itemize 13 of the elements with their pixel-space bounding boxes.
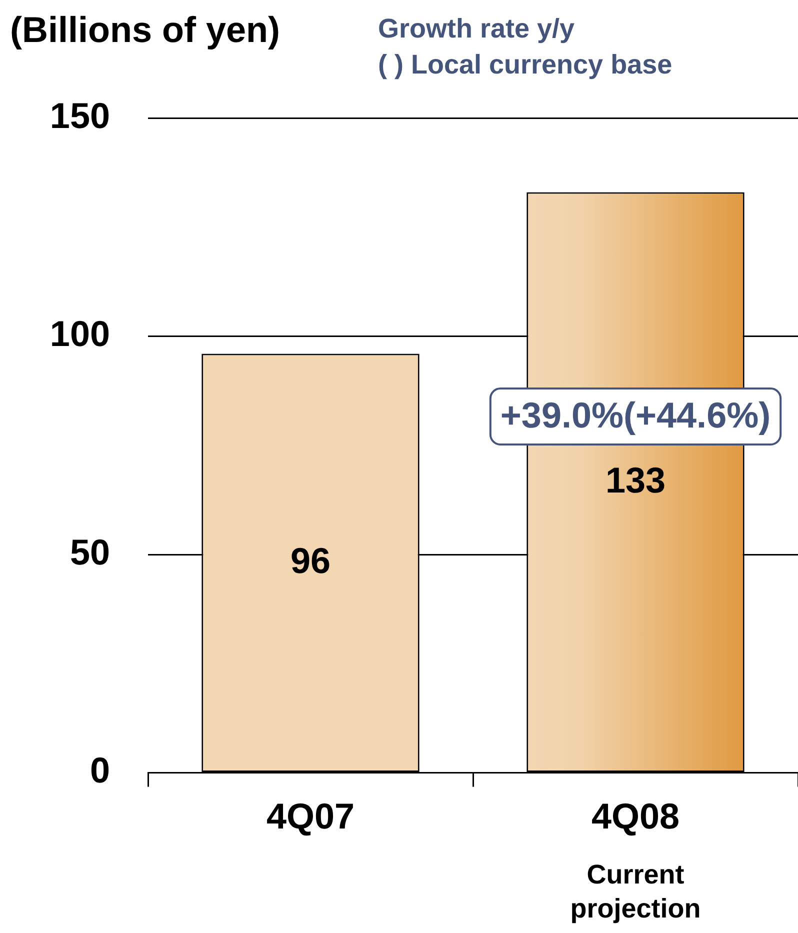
x-tick-label: 4Q07 [266, 795, 355, 836]
data-label: 133 [605, 459, 666, 500]
y-tick-label: 100 [50, 313, 110, 354]
x-tick-label: 4Q08 [591, 795, 680, 836]
text: Current projection [570, 859, 701, 924]
data-label: 96 [290, 540, 331, 582]
text: Growth rate y/y [378, 13, 575, 44]
y-axis-title: (Billions of yen) [10, 8, 280, 50]
y-tick-label: 0 [90, 750, 110, 791]
y-tick-label: 150 [50, 94, 110, 136]
text: ( ) Local currency base [378, 49, 672, 80]
annotation: +39.0%(+44.6%) [500, 394, 771, 436]
y-tick-label: 50 [70, 531, 110, 572]
